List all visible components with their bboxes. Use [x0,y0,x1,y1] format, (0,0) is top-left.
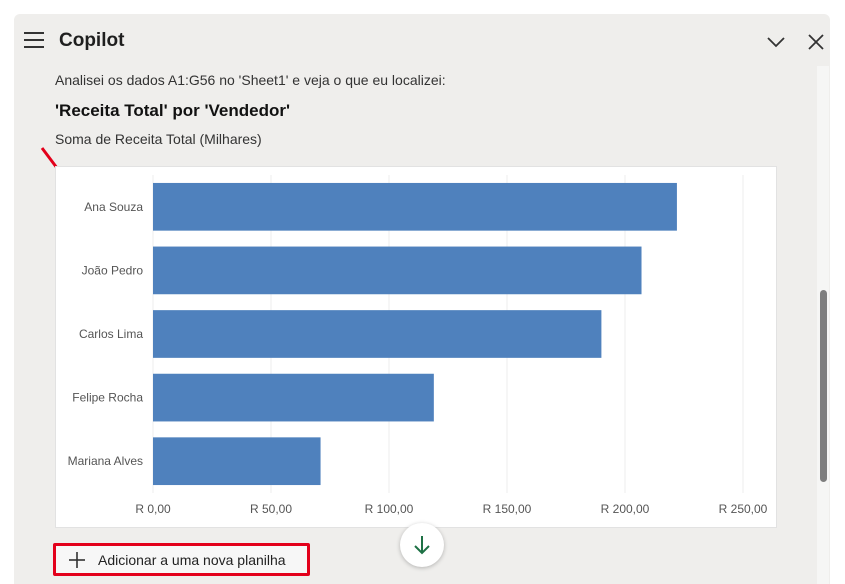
close-icon[interactable] [804,30,828,54]
arrow-down-icon [414,536,430,555]
chevron-down-icon[interactable] [764,30,788,54]
scroll-down-button[interactable] [400,523,444,567]
scrollbar[interactable] [817,66,829,584]
add-button-label: Adicionar a uma nova planilha [98,552,286,568]
y-category-label: João Pedro [82,263,144,277]
x-tick-label: R 100,00 [365,502,414,516]
x-tick-label: R 150,00 [483,502,532,516]
pane-header: Copilot [14,14,830,70]
chart-heading: 'Receita Total' por 'Vendedor' [55,101,291,120]
pane-title: Copilot [59,30,125,51]
x-tick-label: R 200,00 [601,502,650,516]
x-tick-label: R 250,00 [719,502,768,516]
bar[interactable] [153,182,677,231]
add-to-new-sheet-button[interactable]: Adicionar a uma nova planilha [53,543,310,576]
bar[interactable] [153,310,602,358]
hamburger-menu-icon[interactable] [24,32,44,48]
y-category-label: Felipe Rocha [72,391,143,405]
y-category-label: Ana Souza [84,200,143,214]
bar[interactable] [153,246,642,295]
bar-chart: R 0,00 R 50,00 R 100,00 R 150,00 R 200,00 R 2… [55,166,777,528]
intro-text: Analisei os dados A1:G56 no 'Sheet1' e v… [55,72,446,88]
bar[interactable] [153,437,321,486]
bar-chart-svg: R 0,00 R 50,00 R 100,00 R 150,00 R 200,00 R 2… [68,175,768,516]
copilot-pane: Copilot Analisei os dados A1:G56 no 'She… [14,14,830,584]
x-tick-label: R 0,00 [135,502,171,516]
scrollbar-thumb[interactable] [820,290,827,482]
y-category-label: Mariana Alves [68,454,143,468]
x-tick-label: R 50,00 [250,502,292,516]
chart-subheading: Soma de Receita Total (Milhares) [55,131,262,147]
plus-icon [69,552,85,568]
bar[interactable] [153,373,434,422]
y-category-label: Carlos Lima [79,327,143,341]
